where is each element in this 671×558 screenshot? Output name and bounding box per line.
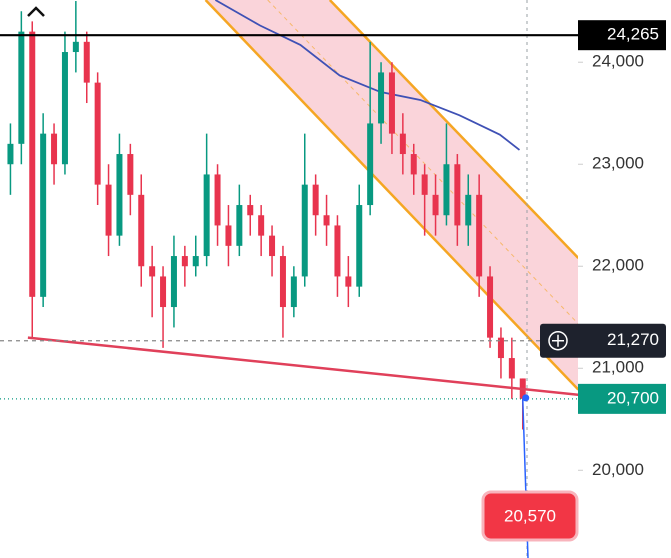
- collapse-icon[interactable]: [27, 6, 45, 17]
- target-dot: [522, 394, 530, 402]
- candle-body: [454, 164, 461, 226]
- candle-body: [214, 174, 221, 226]
- candle-body: [443, 164, 450, 216]
- price-label-bg: [578, 20, 666, 51]
- candle-body: [7, 143, 14, 165]
- candle-body: [105, 184, 112, 236]
- price-label-bg: [540, 323, 666, 358]
- crosshair-add-plus: [552, 334, 564, 347]
- candle-body: [138, 194, 145, 267]
- candle-body: [388, 72, 395, 134]
- crosshair-add[interactable]: [548, 330, 568, 351]
- y-tick-label: 22,000: [592, 256, 644, 275]
- candle-body: [170, 256, 177, 308]
- candle-body: [29, 31, 36, 297]
- candle-body: [345, 276, 352, 287]
- candle-body: [116, 154, 123, 236]
- candle-body: [149, 266, 156, 277]
- candle-body: [399, 133, 406, 155]
- channel-midline: [267, 0, 578, 325]
- y-tick-label: 24,000: [592, 52, 644, 71]
- candle-body: [476, 194, 483, 277]
- candle-body: [192, 256, 199, 267]
- candle-body: [225, 225, 232, 246]
- y-tick-label: 20,000: [592, 460, 644, 479]
- candle-body: [367, 123, 374, 206]
- candle-body: [83, 41, 90, 83]
- target-label-bg: [481, 490, 579, 542]
- price-label: 20,700: [607, 388, 659, 407]
- candle-body: [51, 133, 58, 165]
- candle-body: [432, 194, 439, 216]
- candle-body: [410, 154, 417, 175]
- candle-body: [378, 72, 385, 124]
- candle-body: [269, 235, 276, 257]
- candle-body: [160, 276, 167, 308]
- channel-upper: [328, 0, 578, 259]
- candle-body: [279, 256, 286, 308]
- candle-body: [203, 174, 210, 257]
- candle-body: [334, 225, 341, 277]
- candle-body: [247, 205, 254, 216]
- price-label: 21,270: [607, 330, 659, 349]
- support-line: [27, 336, 578, 397]
- candle-body: [94, 82, 101, 185]
- candle-body: [40, 133, 47, 297]
- candle-body: [127, 154, 134, 195]
- price-label: 24,265: [607, 25, 659, 44]
- channel-lower: [204, 0, 578, 391]
- candle-body: [301, 184, 308, 277]
- price-label-bg: [578, 383, 666, 414]
- candle-body: [497, 337, 504, 359]
- plot-area: [7, 0, 578, 430]
- candle-body: [18, 31, 25, 144]
- candle-body: [421, 174, 428, 195]
- candle-body: [258, 215, 265, 236]
- candle-body: [508, 358, 515, 379]
- candle-body: [290, 276, 297, 308]
- candle-body: [312, 184, 319, 216]
- candle-body: [487, 276, 494, 338]
- candle-body: [236, 205, 243, 246]
- candle-body: [181, 256, 188, 267]
- y-tick-label: 21,000: [592, 358, 644, 377]
- candle-body: [323, 215, 330, 226]
- candle-body: [356, 205, 363, 287]
- y-tick-label: 23,000: [592, 154, 644, 173]
- target-label: 20,570: [504, 506, 556, 525]
- candle-body: [465, 194, 472, 226]
- candle-body: [72, 41, 79, 53]
- candle-body: [61, 52, 68, 165]
